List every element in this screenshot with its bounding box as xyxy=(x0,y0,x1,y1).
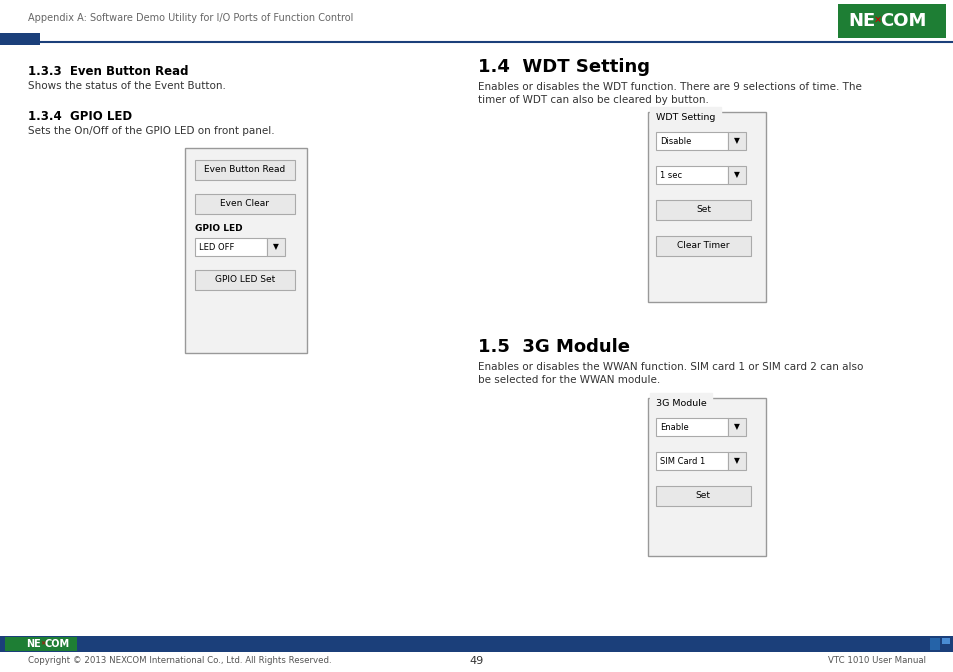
Text: Even Clear: Even Clear xyxy=(220,200,269,208)
Bar xyxy=(0,636,953,652)
Text: Sets the On/Off of the GPIO LED on front panel.: Sets the On/Off of the GPIO LED on front… xyxy=(28,126,274,136)
Bar xyxy=(267,238,285,256)
Bar xyxy=(194,160,294,180)
Bar xyxy=(656,236,750,256)
Bar xyxy=(837,4,945,38)
Bar xyxy=(727,166,745,184)
Bar xyxy=(647,112,765,302)
Bar xyxy=(656,166,727,184)
Text: Clear Timer: Clear Timer xyxy=(677,241,729,251)
Text: Shows the status of the Event Button.: Shows the status of the Event Button. xyxy=(28,81,226,91)
Bar xyxy=(941,638,949,644)
Text: 1.4  WDT Setting: 1.4 WDT Setting xyxy=(477,58,649,76)
Text: Disable: Disable xyxy=(659,136,691,146)
Bar xyxy=(656,452,727,470)
Text: 1.3.4  GPIO LED: 1.3.4 GPIO LED xyxy=(28,110,132,123)
Bar xyxy=(194,270,294,290)
Text: COM: COM xyxy=(45,639,71,649)
Bar xyxy=(647,398,765,556)
Bar xyxy=(727,132,745,150)
Text: Set: Set xyxy=(695,491,710,501)
Text: Copyright © 2013 NEXCOM International Co., Ltd. All Rights Reserved.: Copyright © 2013 NEXCOM International Co… xyxy=(28,656,332,665)
Bar xyxy=(929,638,939,650)
Text: ▼: ▼ xyxy=(733,456,740,466)
Text: 49: 49 xyxy=(470,656,483,666)
Bar xyxy=(5,637,77,651)
Bar xyxy=(194,238,267,256)
Text: NE: NE xyxy=(848,12,875,30)
Text: WDT Setting: WDT Setting xyxy=(656,113,715,122)
Text: 1.5  3G Module: 1.5 3G Module xyxy=(477,338,629,356)
Text: 1.3.3  Even Button Read: 1.3.3 Even Button Read xyxy=(28,65,189,78)
Text: ▼: ▼ xyxy=(273,243,278,251)
Text: VTC 1010 User Manual: VTC 1010 User Manual xyxy=(827,656,925,665)
Bar xyxy=(941,644,949,650)
Text: Even Button Read: Even Button Read xyxy=(204,165,285,175)
Bar xyxy=(656,486,750,506)
Text: LED OFF: LED OFF xyxy=(199,243,234,251)
Bar xyxy=(194,194,294,214)
Text: 1 sec: 1 sec xyxy=(659,171,681,179)
Text: GPIO LED Set: GPIO LED Set xyxy=(214,276,274,284)
Bar xyxy=(727,418,745,436)
Text: timer of WDT can also be cleared by button.: timer of WDT can also be cleared by butt… xyxy=(477,95,708,105)
Text: GPIO LED: GPIO LED xyxy=(194,224,242,233)
Text: Appendix A: Software Demo Utility for I/O Ports of Function Control: Appendix A: Software Demo Utility for I/… xyxy=(28,13,353,23)
Text: ✕: ✕ xyxy=(873,15,882,25)
Text: ▼: ▼ xyxy=(733,423,740,431)
Text: COM: COM xyxy=(879,12,925,30)
Bar xyxy=(656,200,750,220)
Text: Enables or disables the WDT function. There are 9 selections of time. The: Enables or disables the WDT function. Th… xyxy=(477,82,861,92)
Text: Enables or disables the WWAN function. SIM card 1 or SIM card 2 can also: Enables or disables the WWAN function. S… xyxy=(477,362,862,372)
Text: 3G Module: 3G Module xyxy=(656,399,706,408)
Bar xyxy=(727,452,745,470)
Text: NE: NE xyxy=(27,639,41,649)
Text: Enable: Enable xyxy=(659,423,688,431)
Text: ✕: ✕ xyxy=(40,641,46,646)
Text: Set: Set xyxy=(696,206,710,214)
Text: SIM Card 1: SIM Card 1 xyxy=(659,456,704,466)
Bar xyxy=(656,418,727,436)
Text: ▼: ▼ xyxy=(733,171,740,179)
Text: ▼: ▼ xyxy=(733,136,740,146)
Bar xyxy=(185,148,307,353)
Bar xyxy=(0,33,40,45)
Text: be selected for the WWAN module.: be selected for the WWAN module. xyxy=(477,375,659,385)
Bar xyxy=(656,132,727,150)
